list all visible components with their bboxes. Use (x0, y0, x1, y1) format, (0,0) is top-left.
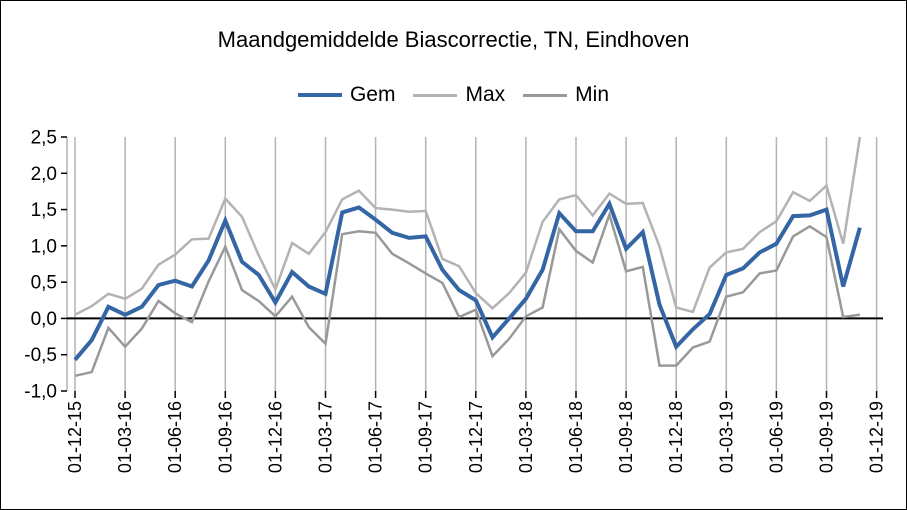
y-tick-label: 0,5 (31, 273, 57, 294)
x-tick-label: 01-12-18 (666, 401, 686, 473)
legend-label-min: Min (575, 83, 610, 106)
y-tick-label: -0,5 (24, 345, 57, 366)
x-tick-label: 01-06-18 (566, 401, 586, 473)
y-tick-label: 2,0 (31, 164, 57, 185)
x-tick-label: 01-06-16 (165, 401, 185, 473)
y-tick-label: 1,5 (31, 200, 57, 221)
legend-item-gem: Gem (297, 83, 396, 107)
y-tick-label: 1,0 (31, 236, 57, 257)
x-tick-label: 01-09-19 (817, 401, 837, 473)
legend-item-min: Min (523, 83, 609, 107)
y-tick-label: -1,0 (24, 382, 57, 403)
series-line-max (74, 136, 862, 316)
x-tick-label: 01-12-19 (867, 401, 887, 473)
legend-swatch-min (523, 93, 568, 97)
x-tick-label: 01-09-16 (215, 401, 235, 473)
series-line-min (74, 210, 861, 378)
x-tick-label: 01-03-19 (716, 401, 736, 473)
x-tick-label: 01-09-18 (616, 401, 636, 473)
x-tick-label: 01-12-15 (65, 401, 85, 473)
series-line-gem (73, 199, 862, 362)
x-tick-label: 01-06-19 (766, 401, 786, 473)
legend-swatch-max (413, 93, 458, 97)
legend-label-max: Max (465, 83, 506, 106)
y-tick-label: 0,0 (31, 309, 57, 330)
x-tick-label: 01-06-17 (366, 401, 386, 473)
legend-swatch-gem (297, 93, 342, 97)
x-tick-label: 01-03-17 (316, 401, 336, 473)
x-tick-label: 01-09-17 (416, 401, 436, 473)
x-tick-label: 01-12-16 (265, 401, 285, 473)
chart-legend: Gem Max Min (0, 80, 907, 110)
chart-title: Maandgemiddelde Biascorrectie, TN, Eindh… (217, 27, 690, 52)
x-tick-label: 01-03-16 (115, 401, 135, 473)
legend-label-gem: Gem (349, 83, 396, 106)
x-tick-label: 01-12-17 (466, 401, 486, 473)
x-tick-label: 01-03-18 (516, 401, 536, 473)
legend-item-max: Max (413, 83, 505, 107)
y-tick-label: 2,5 (31, 128, 57, 149)
